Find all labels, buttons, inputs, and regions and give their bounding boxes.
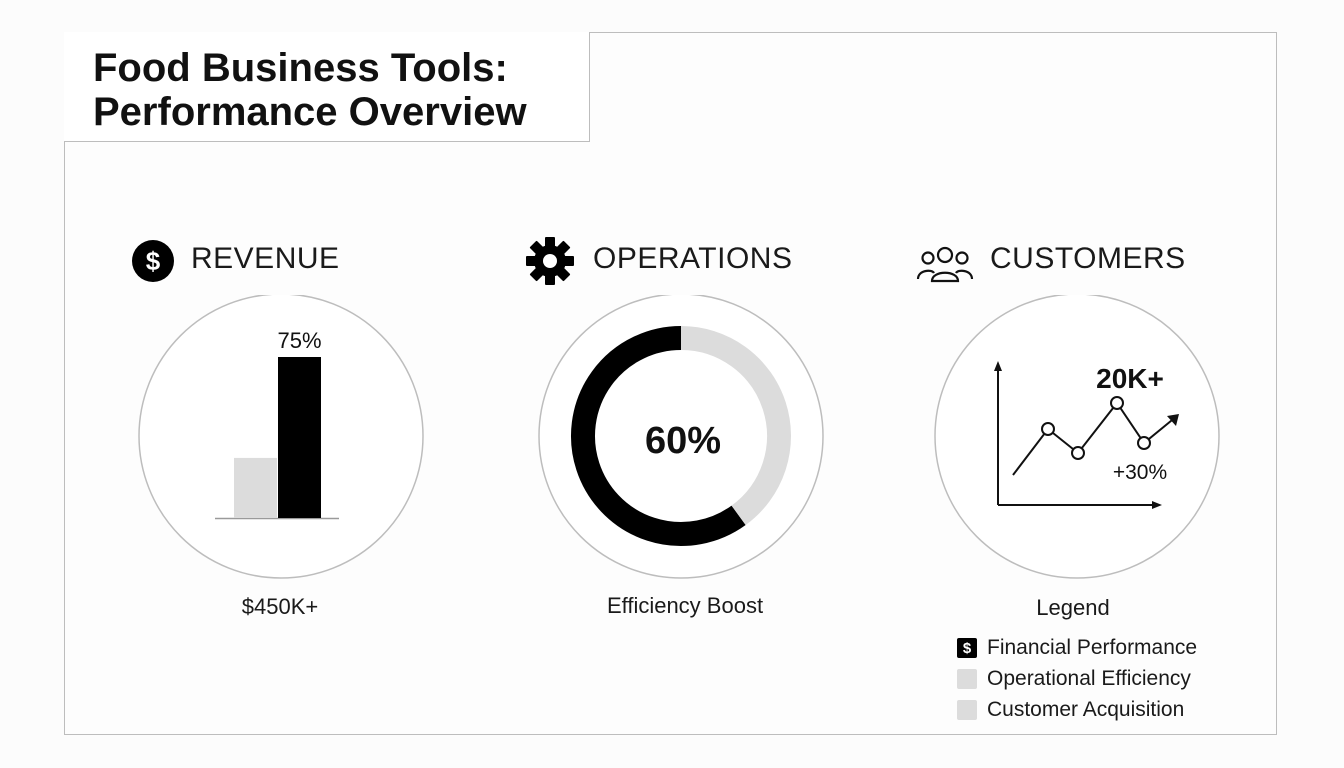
customers-line-point [1071,446,1085,460]
dollar-icon: $ [957,638,977,658]
legend-item-financial: $ Financial Performance [957,636,1197,660]
legend-label-operational: Operational Efficiency [987,667,1191,690]
panel-label-revenue: REVENUE [191,242,340,275]
panel-label-operations: OPERATIONS [593,242,793,275]
svg-text:$: $ [146,246,161,276]
legend-label-financial: Financial Performance [987,636,1198,659]
revenue-bar [278,357,321,518]
revenue-caption: $450K+ [241,594,319,619]
donut-center-label: 60% [645,420,721,462]
revenue-bar [234,457,277,518]
legend-item-operational: Operational Efficiency [957,667,1191,691]
y-axis-arrow [994,361,1002,371]
donut-slice [571,326,746,546]
revenue-bar-label: 75% [277,328,321,353]
legend-label-customer: Customer Acquisition [987,698,1185,721]
panel-label-customers: CUSTOMERS [990,242,1186,275]
customers-line-point [1041,422,1055,436]
revenue-bar-chart: 75% [138,295,424,579]
x-axis-arrow [1152,501,1162,509]
gear-icon [526,237,574,285]
customers-line-arrow [1167,414,1179,426]
annotation-20k: 20K+ [1096,363,1164,394]
customers-line-point [1137,436,1151,450]
operations-donut-chart: 60% [538,295,824,579]
legend-swatch-customer [957,700,977,720]
title-box [64,32,590,142]
legend-title: Legend [1036,595,1110,620]
operations-caption: Efficiency Boost [606,593,764,618]
annotation-growth: +30% [1113,461,1167,484]
customers-circle [934,295,1220,579]
donut-slice [680,326,791,525]
customers-line [1012,401,1178,476]
legend-item-customer: Customer Acquisition [957,698,1184,722]
customers-line-point [1110,396,1124,410]
dollar-circle-icon: $ [132,240,174,282]
page-title-line-1: Food Business Tools: [93,46,508,90]
customers-line-chart: 20K+ +30% [934,295,1220,579]
legend-swatch-operational [957,669,977,689]
page-title-line-2: Performance Overview [93,90,527,134]
users-icon [916,246,974,283]
